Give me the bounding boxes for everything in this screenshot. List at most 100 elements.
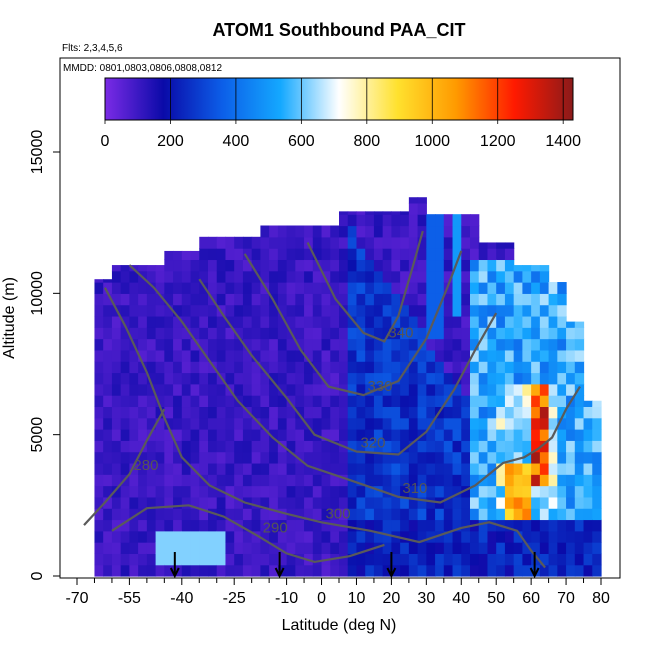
heatmap-cell bbox=[251, 530, 261, 543]
heatmap-cell bbox=[199, 462, 209, 475]
heatmap-cell bbox=[426, 293, 436, 306]
heatmap-cell bbox=[260, 440, 270, 453]
contour-line bbox=[128, 264, 581, 504]
heatmap-cell bbox=[208, 485, 218, 498]
heatmap-cell bbox=[251, 259, 261, 272]
heatmap-cell bbox=[277, 327, 288, 340]
heatmap-cell bbox=[452, 349, 462, 362]
heatmap-cell bbox=[234, 236, 244, 249]
heatmap-cell bbox=[190, 338, 200, 351]
heatmap-cell bbox=[496, 406, 506, 419]
heatmap-cell bbox=[356, 530, 366, 543]
heatmap-cell bbox=[199, 542, 209, 554]
heatmap-cell bbox=[339, 429, 349, 441]
heatmap-cell bbox=[539, 372, 550, 385]
heatmap-cell bbox=[234, 315, 244, 328]
heatmap-cell bbox=[566, 361, 576, 374]
chart-title: ATOM1 Southbound PAA_CIT bbox=[213, 20, 466, 40]
heatmap-cell bbox=[400, 361, 410, 374]
heatmap-cell bbox=[269, 315, 279, 328]
heatmap-cell bbox=[426, 440, 436, 453]
heatmap-cell bbox=[426, 270, 436, 283]
heatmap-cell bbox=[426, 372, 436, 385]
heatmap-cell bbox=[574, 496, 585, 509]
heatmap-cell bbox=[400, 338, 410, 351]
heatmap-cell bbox=[391, 259, 401, 272]
heatmap-cell bbox=[155, 349, 165, 362]
heatmap-cell bbox=[190, 553, 200, 566]
heatmap-cell bbox=[173, 349, 183, 362]
heatmap-cell bbox=[164, 508, 174, 521]
heatmap-cell bbox=[452, 372, 462, 385]
heatmap-cell bbox=[120, 327, 130, 340]
heatmap-cell bbox=[155, 315, 165, 328]
heatmap-cell bbox=[496, 553, 506, 566]
heatmap-cell bbox=[408, 293, 419, 306]
x-tick-label: 30 bbox=[417, 590, 435, 607]
heatmap-cell bbox=[190, 485, 200, 498]
heatmap-cell bbox=[173, 395, 183, 408]
heatmap-cell bbox=[295, 372, 305, 385]
heatmap-cell bbox=[339, 248, 349, 261]
heatmap-cell bbox=[138, 327, 148, 340]
heatmap-cell bbox=[470, 236, 480, 249]
heatmap-cell bbox=[539, 383, 550, 396]
heatmap-cell bbox=[164, 417, 174, 430]
heatmap-cell bbox=[339, 530, 349, 543]
heatmap-cell bbox=[234, 530, 244, 543]
heatmap-cell bbox=[356, 361, 366, 374]
heatmap-cell bbox=[408, 553, 419, 566]
heatmap-cell bbox=[225, 315, 235, 328]
heatmap-cell bbox=[557, 304, 567, 317]
heatmap-cell bbox=[234, 304, 244, 317]
heatmap-cell bbox=[539, 361, 550, 374]
heatmap-cell bbox=[199, 372, 209, 385]
heatmap-cell bbox=[539, 519, 550, 532]
heatmap-cell bbox=[330, 440, 340, 453]
heatmap-cell bbox=[339, 259, 349, 272]
heatmap-cell bbox=[391, 542, 401, 554]
heatmap-cell bbox=[295, 451, 305, 464]
contour-label: 310 bbox=[402, 480, 427, 497]
heatmap-cell bbox=[146, 293, 157, 306]
heatmap-cell bbox=[339, 372, 349, 385]
heatmap-cell bbox=[277, 519, 288, 532]
heatmap-cell bbox=[260, 315, 270, 328]
heatmap-cell bbox=[478, 406, 489, 419]
heatmap-cell bbox=[199, 338, 209, 351]
heatmap-cell bbox=[566, 406, 576, 419]
heatmap-cell bbox=[120, 372, 130, 385]
heatmap-cell bbox=[111, 564, 122, 577]
heatmap-cell bbox=[470, 496, 480, 509]
heatmap-cell bbox=[260, 451, 270, 464]
heatmap-cell bbox=[566, 429, 576, 441]
heatmap-cell bbox=[234, 293, 244, 306]
heatmap-cell bbox=[312, 282, 323, 294]
heatmap-cell bbox=[583, 485, 593, 498]
heatmap-cell bbox=[487, 553, 497, 566]
heatmap-cell bbox=[225, 496, 235, 509]
heatmap-cell bbox=[181, 519, 192, 532]
heatmap-cell bbox=[155, 496, 165, 509]
heatmap-cell bbox=[574, 451, 585, 464]
heatmap-cell bbox=[400, 564, 410, 577]
heatmap-cell bbox=[426, 451, 436, 464]
heatmap-cell bbox=[365, 530, 375, 543]
heatmap-cell bbox=[138, 508, 148, 521]
heatmap-cell bbox=[373, 211, 384, 215]
heatmap-cell bbox=[487, 361, 497, 374]
heatmap-cell bbox=[164, 349, 174, 362]
heatmap-cell bbox=[356, 236, 366, 249]
heatmap-cell bbox=[138, 395, 148, 408]
heatmap-cell bbox=[111, 282, 122, 294]
heatmap-cell bbox=[225, 270, 235, 283]
heatmap-cell bbox=[443, 361, 454, 374]
heatmap-cell bbox=[138, 451, 148, 464]
heatmap-cell bbox=[155, 440, 165, 453]
heatmap-cell bbox=[356, 564, 366, 577]
heatmap-cell bbox=[566, 508, 576, 521]
heatmap-cell bbox=[504, 304, 515, 317]
heatmap-cell bbox=[155, 338, 165, 351]
heatmap-cell bbox=[286, 542, 296, 554]
heatmap-cell bbox=[531, 564, 541, 577]
